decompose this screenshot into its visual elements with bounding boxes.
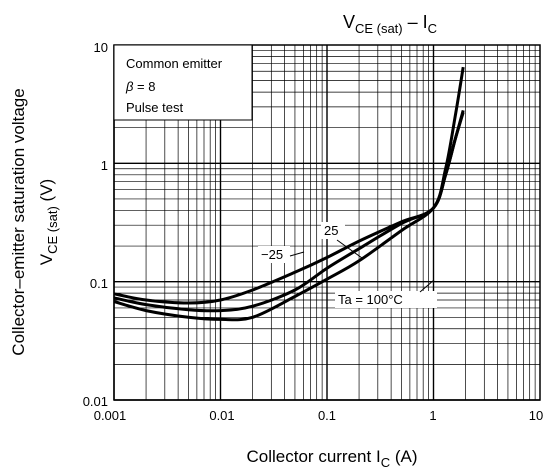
series-label-bg-minus25: [258, 246, 290, 263]
x-tick-label: 0.001: [94, 408, 127, 423]
x-tick-label: 1: [429, 408, 436, 423]
y-tick-labels: 0.01 0.1 1 10: [83, 40, 108, 409]
x-tick-label: 0.01: [209, 408, 234, 423]
legend-frame: [113, 44, 253, 121]
series-line-0: [113, 110, 465, 322]
y-tick-label: 10: [94, 40, 108, 55]
series-label-100: Ta = 100°C: [338, 292, 403, 307]
chart-title: VCE (sat) – IC: [343, 12, 437, 36]
series-label-25: 25: [324, 223, 338, 238]
x-tick-label: 10: [529, 408, 543, 423]
x-tick-label: 0.1: [318, 408, 336, 423]
y-tick-label: 0.1: [90, 276, 108, 291]
legend-line-2: β = 8: [125, 79, 155, 94]
x-axis-label: Collector current IC (A): [247, 447, 418, 470]
plot-frame: [113, 44, 541, 401]
x-tick-labels: 0.001 0.01 0.1 1 10: [94, 408, 544, 423]
y-axis-label: Collector–emitter saturation voltage: [9, 88, 28, 355]
leader-line-minus25: [289, 251, 305, 257]
series-label-bg-25: [321, 222, 345, 239]
series-label-minus25: −25: [261, 247, 283, 262]
leader-line-25: [336, 239, 363, 259]
series-line-2: [113, 66, 465, 305]
series-labels: Ta = 100°C 25 −25: [258, 222, 437, 308]
legend-box: Common emitter β = 8 Pulse test: [113, 44, 253, 121]
legend-line-1: Common emitter: [126, 56, 223, 71]
legend-line-3: Pulse test: [126, 100, 183, 115]
series-label-bg-100: [335, 291, 437, 308]
y-tick-label: 0.01: [83, 394, 108, 409]
series-group: [113, 66, 465, 322]
y-axis-label-symbol: VCE (sat) (V): [37, 179, 60, 265]
y-tick-label: 1: [101, 158, 108, 173]
leader-line-100: [419, 279, 435, 293]
